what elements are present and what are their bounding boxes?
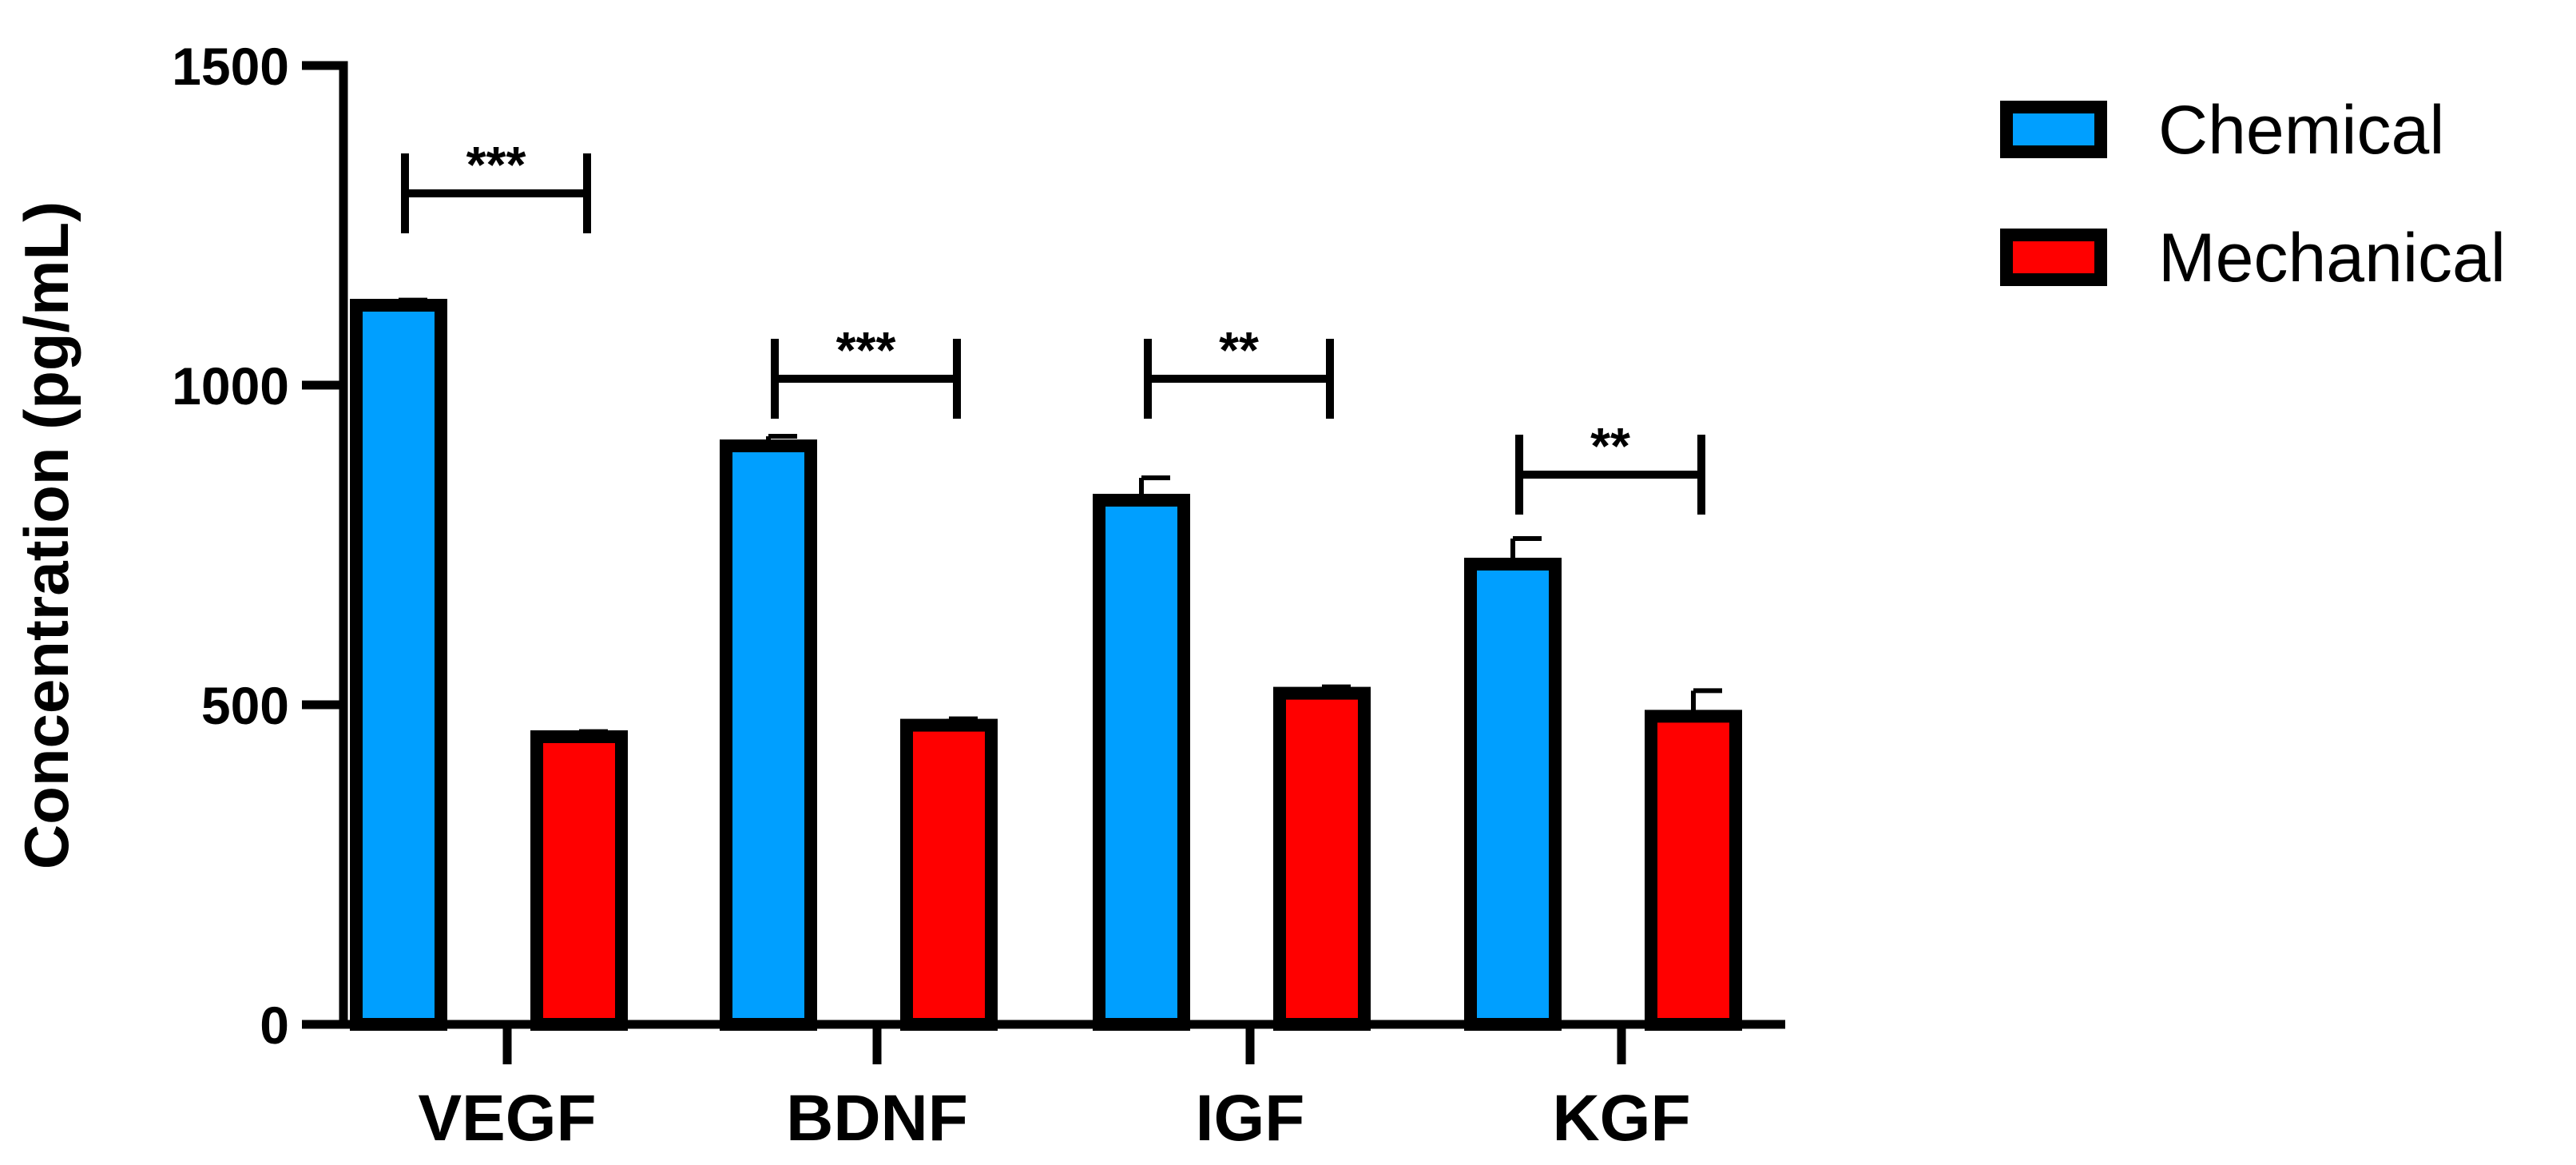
legend: Chemical Mechanical (2000, 92, 2506, 296)
significance-bracket-vegf: *** (401, 136, 591, 233)
y-tick-label: 1500 (172, 37, 289, 96)
bar-chemical-bdnf (720, 439, 817, 1031)
bar-chemical-kgf (1464, 558, 1562, 1031)
significance-label: ** (1590, 417, 1630, 475)
axes (302, 61, 1785, 1064)
x-tick-label-vegf: VEGF (418, 1082, 596, 1155)
bar-chemical-vegf (350, 299, 447, 1031)
legend-item-mechanical: Mechanical (2000, 220, 2506, 296)
significance-bracket-kgf: ** (1515, 417, 1705, 515)
legend-item-chemical: Chemical (2000, 92, 2444, 169)
legend-swatch (2000, 101, 2107, 158)
tick-labels: 0 500 1000 1500 VEGF BDNF IGF KGF (172, 37, 1690, 1155)
error-bars (396, 297, 1722, 737)
significance-label: *** (836, 321, 896, 379)
significance-label: *** (466, 136, 526, 193)
bar-mechanical-igf (1273, 686, 1371, 1031)
y-axis-title: Concentration (pg/mL) (11, 201, 81, 869)
significance-bracket-igf: ** (1144, 321, 1334, 419)
bar-mechanical-kgf (1645, 710, 1742, 1032)
y-tick-label: 0 (260, 996, 289, 1055)
bar-mechanical-vegf (530, 730, 628, 1031)
legend-label: Chemical (2158, 92, 2444, 169)
x-tick-label-igf: IGF (1196, 1082, 1305, 1155)
legend-swatch (2000, 229, 2107, 286)
bars (350, 299, 1742, 1032)
y-tick-label: 1000 (172, 356, 289, 416)
significance-bracket-bdnf: *** (771, 321, 961, 419)
y-tick-label: 500 (201, 676, 289, 735)
bar-chemical-igf (1093, 494, 1190, 1031)
significance-label: ** (1219, 321, 1259, 379)
x-tick-label-bdnf: BDNF (786, 1082, 968, 1155)
legend-label: Mechanical (2158, 220, 2506, 296)
x-tick-label-kgf: KGF (1552, 1082, 1690, 1155)
bar-mechanical-bdnf (900, 718, 998, 1031)
significance-brackets: ****** **** (401, 136, 1705, 515)
